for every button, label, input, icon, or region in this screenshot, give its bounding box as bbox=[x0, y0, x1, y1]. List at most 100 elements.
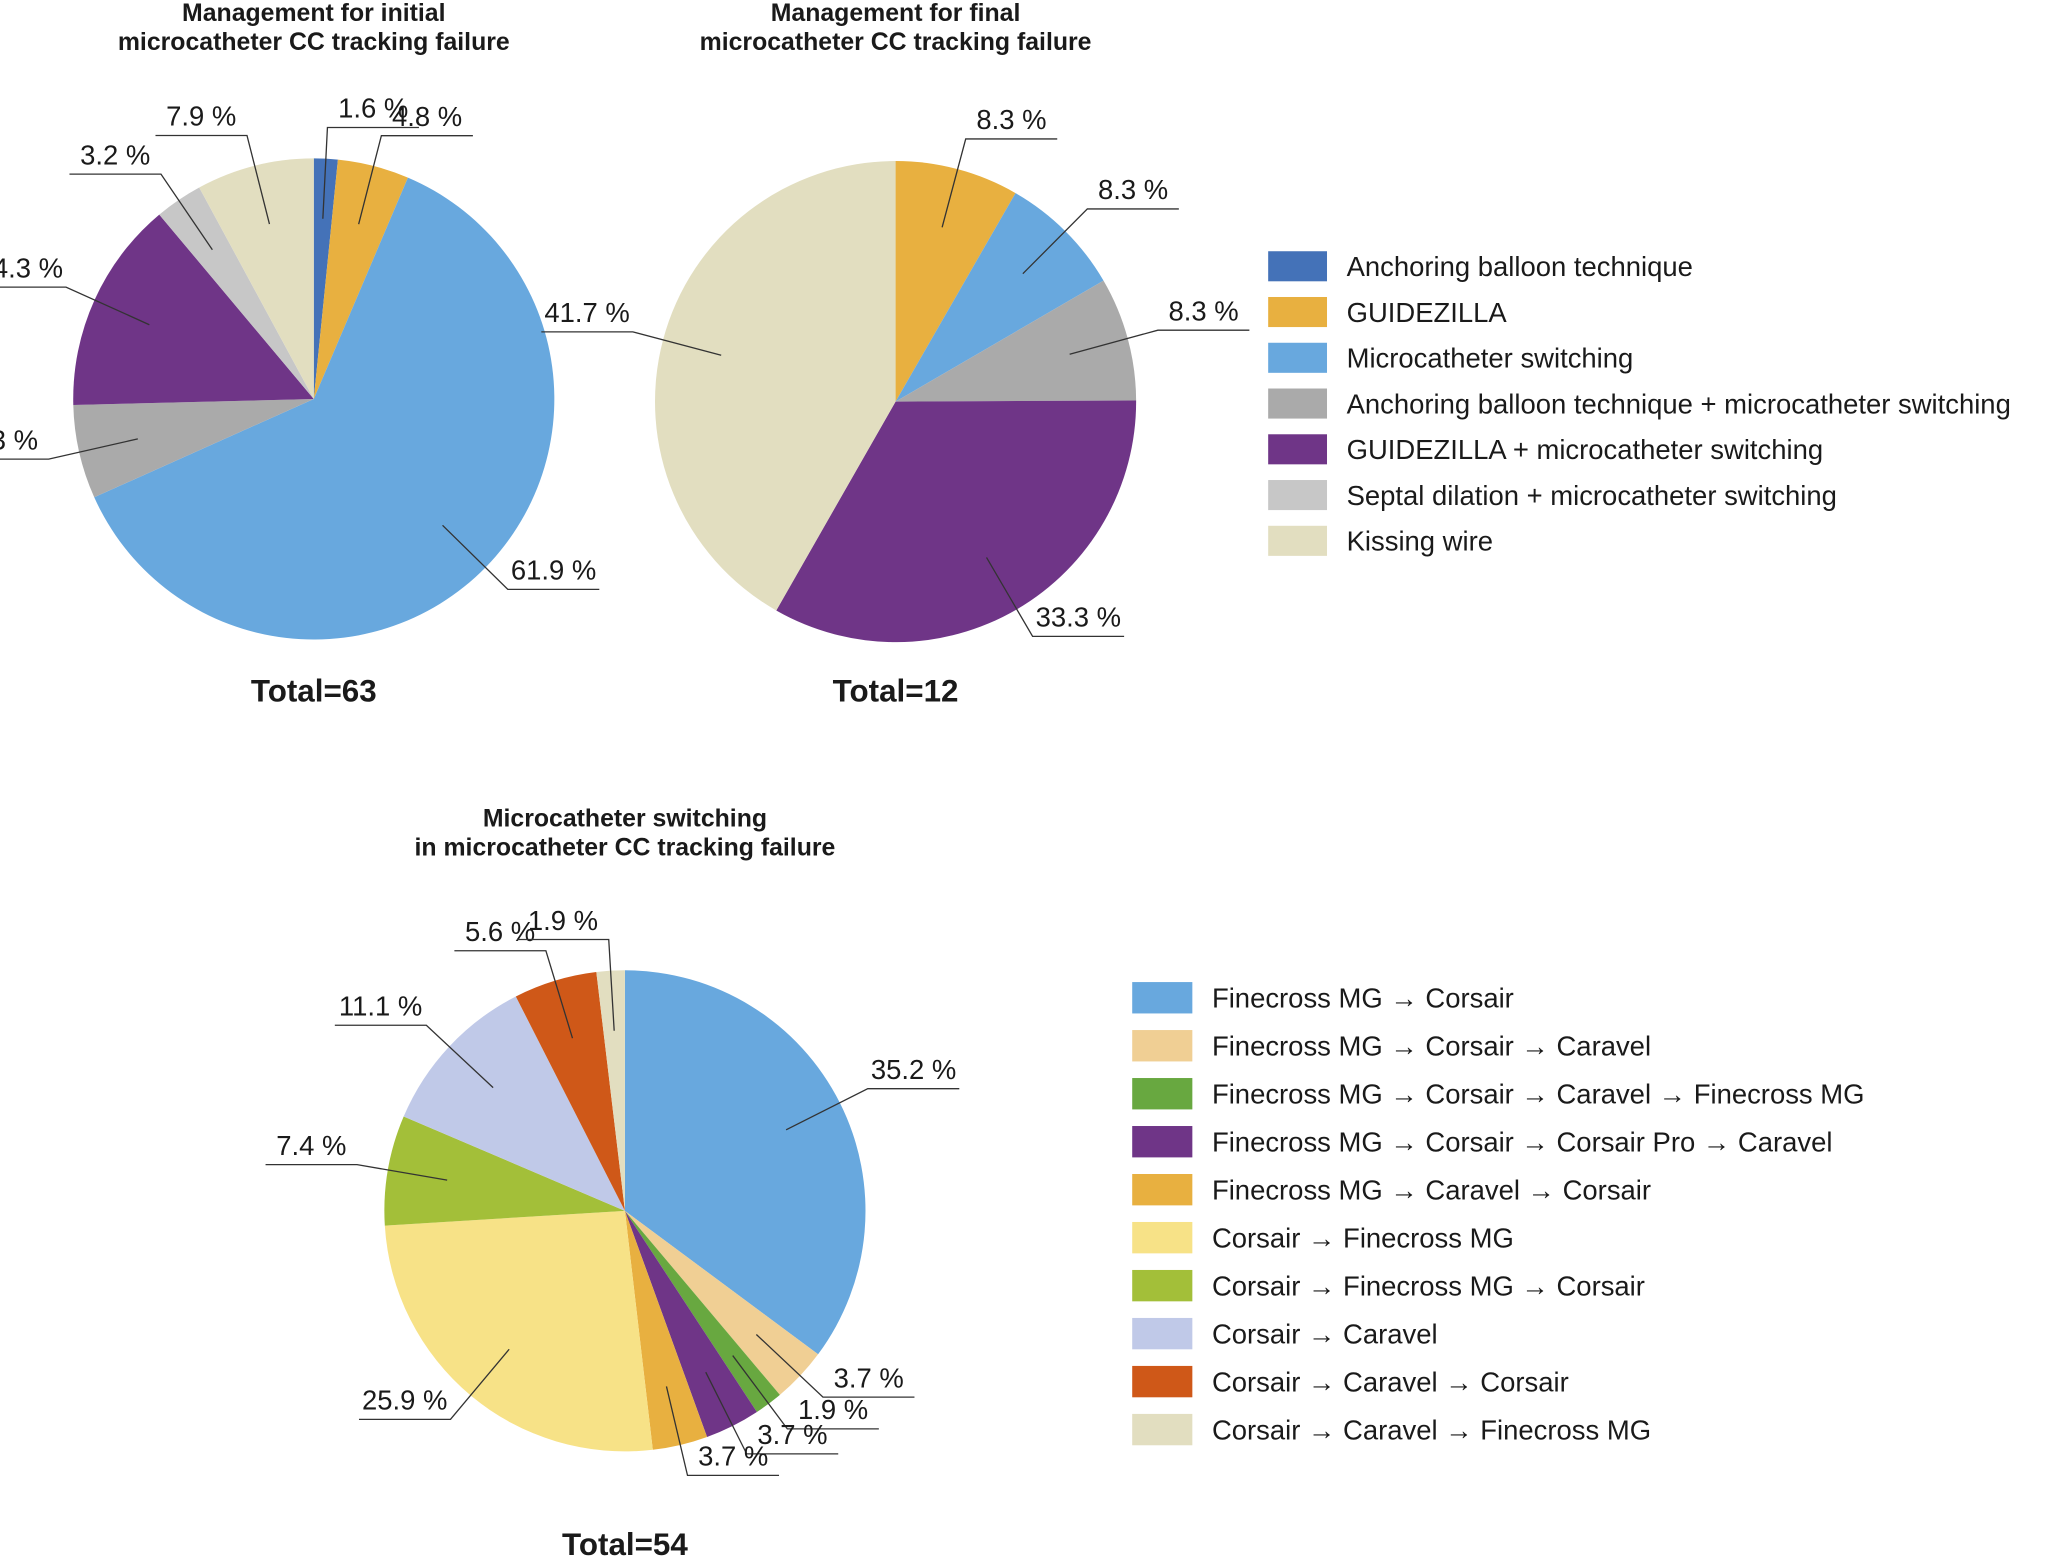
legend-label: Kissing wire bbox=[1347, 526, 1493, 557]
data-label: 5.6 % bbox=[465, 916, 535, 947]
legend-swatch bbox=[1268, 434, 1328, 465]
pie-slice bbox=[73, 398, 314, 498]
pie-slice bbox=[596, 970, 625, 1211]
leader-line bbox=[785, 1088, 960, 1131]
legend-label: Anchoring balloon technique bbox=[1347, 251, 1693, 282]
chart-title: Management for initial bbox=[182, 0, 445, 27]
legend-label: Finecross MG → Corsair → Caravel → Finec… bbox=[1212, 1079, 1865, 1110]
legend-swatch bbox=[1132, 1126, 1193, 1158]
data-label: 6.3 % bbox=[0, 424, 38, 455]
pie-slice bbox=[313, 159, 408, 399]
leader-line bbox=[1022, 208, 1179, 275]
leader-line bbox=[732, 1355, 879, 1430]
data-label: 3.7 % bbox=[698, 1441, 768, 1472]
leader-line bbox=[985, 557, 1125, 638]
leader-line bbox=[334, 1024, 494, 1089]
pie-slice bbox=[94, 177, 555, 640]
legend-label: Microcatheter switching bbox=[1347, 343, 1634, 374]
legend-label: GUIDEZILLA bbox=[1347, 297, 1508, 328]
pie-slice bbox=[159, 187, 314, 399]
legend-swatch bbox=[1132, 1413, 1193, 1446]
data-label: 8.3 % bbox=[1169, 295, 1239, 326]
leader-line bbox=[358, 1348, 510, 1420]
leader-line bbox=[755, 1334, 915, 1398]
chart-title: microcatheter CC tracking failure bbox=[118, 29, 510, 56]
data-label: 1.9 % bbox=[798, 1394, 868, 1425]
leader-line bbox=[322, 126, 419, 219]
pie-slice bbox=[895, 280, 1137, 402]
pie-slice bbox=[313, 158, 338, 399]
leader-line bbox=[705, 1371, 839, 1455]
legend-label: Corsair → Caravel → Finecross MG bbox=[1212, 1414, 1651, 1445]
pie-slice bbox=[624, 1210, 708, 1450]
legend-swatch bbox=[1132, 1173, 1193, 1206]
total-label: Total=63 bbox=[251, 673, 377, 708]
data-label: 4.8 % bbox=[392, 101, 462, 132]
legend-swatch bbox=[1132, 1317, 1193, 1350]
leader-line bbox=[265, 1163, 448, 1181]
data-label: 11.1 % bbox=[339, 990, 422, 1021]
legend-swatch bbox=[1268, 342, 1328, 373]
pie-slice bbox=[776, 400, 1137, 643]
legend-label: Septal dilation + microcatheter switchin… bbox=[1347, 480, 1837, 511]
data-label: 25.9 % bbox=[362, 1385, 447, 1416]
data-label: 14.3 % bbox=[0, 252, 63, 283]
pie-slice bbox=[515, 972, 625, 1211]
legend-swatch bbox=[1268, 251, 1328, 282]
legend-label: Corsair → Finecross MG → Corsair bbox=[1212, 1271, 1645, 1302]
data-label: 61.9 % bbox=[511, 555, 596, 586]
pie-slice bbox=[624, 1210, 757, 1437]
legend-swatch bbox=[1132, 982, 1193, 1014]
leader-line bbox=[541, 331, 722, 356]
legend-swatch bbox=[1268, 296, 1328, 328]
data-label: 3.7 % bbox=[757, 1419, 827, 1450]
pie-slice bbox=[655, 161, 896, 611]
leader-line bbox=[454, 950, 574, 1039]
legend-label: Finecross MG → Caravel → Corsair bbox=[1212, 1175, 1651, 1206]
data-label: 3.7 % bbox=[834, 1362, 904, 1393]
legend-swatch bbox=[1132, 1030, 1193, 1062]
chart-title: microcatheter CC tracking failure bbox=[700, 29, 1092, 56]
data-label: 8.3 % bbox=[1098, 174, 1168, 205]
pie-slice bbox=[624, 970, 866, 1355]
data-label: 3.2 % bbox=[80, 139, 150, 170]
leader-line bbox=[665, 1386, 780, 1477]
data-label: 33.3 % bbox=[1036, 602, 1121, 633]
total-label: Total=54 bbox=[562, 1527, 688, 1562]
legend-swatch bbox=[1268, 388, 1328, 419]
leader-line bbox=[69, 173, 213, 251]
legend-label: Corsair → Finecross MG bbox=[1212, 1223, 1514, 1254]
total-label: Total=12 bbox=[833, 673, 959, 708]
chart-title: Microcatheter switching bbox=[483, 806, 767, 833]
legend-label: Finecross MG → Corsair bbox=[1212, 983, 1514, 1014]
leader-line bbox=[442, 524, 600, 591]
pie-slice bbox=[895, 161, 1016, 402]
data-label: 8.3 % bbox=[976, 104, 1046, 135]
leader-line bbox=[0, 286, 150, 326]
leader-line bbox=[941, 138, 1058, 228]
legend-swatch bbox=[1132, 1269, 1193, 1302]
pie-slice bbox=[624, 1210, 819, 1395]
legend-swatch bbox=[1132, 1221, 1193, 1254]
leader-line bbox=[0, 438, 138, 460]
legend-label: Corsair → Caravel bbox=[1212, 1318, 1438, 1349]
pie-slice bbox=[384, 1210, 653, 1452]
data-label: 35.2 % bbox=[871, 1054, 956, 1085]
data-label: 7.4 % bbox=[276, 1130, 346, 1161]
legend-label: Finecross MG → Corsair → Corsair Pro → C… bbox=[1212, 1127, 1833, 1158]
chart-title: in microcatheter CC tracking failure bbox=[415, 834, 836, 861]
legend-label: Corsair → Caravel → Corsair bbox=[1212, 1366, 1569, 1397]
pie-slice bbox=[624, 1210, 780, 1413]
legend-swatch bbox=[1268, 525, 1328, 556]
pie-slice bbox=[384, 1116, 625, 1226]
pie-slice bbox=[199, 158, 314, 399]
legend-label: Finecross MG → Corsair → Caravel bbox=[1212, 1031, 1651, 1062]
pie-slice bbox=[403, 996, 625, 1211]
data-label: 7.9 % bbox=[166, 101, 236, 132]
pie-slice bbox=[73, 214, 314, 406]
legend-swatch bbox=[1132, 1365, 1193, 1398]
chart-title: Management for final bbox=[771, 0, 1021, 27]
legend-swatch bbox=[1268, 480, 1328, 511]
data-label: 1.9 % bbox=[528, 905, 598, 936]
